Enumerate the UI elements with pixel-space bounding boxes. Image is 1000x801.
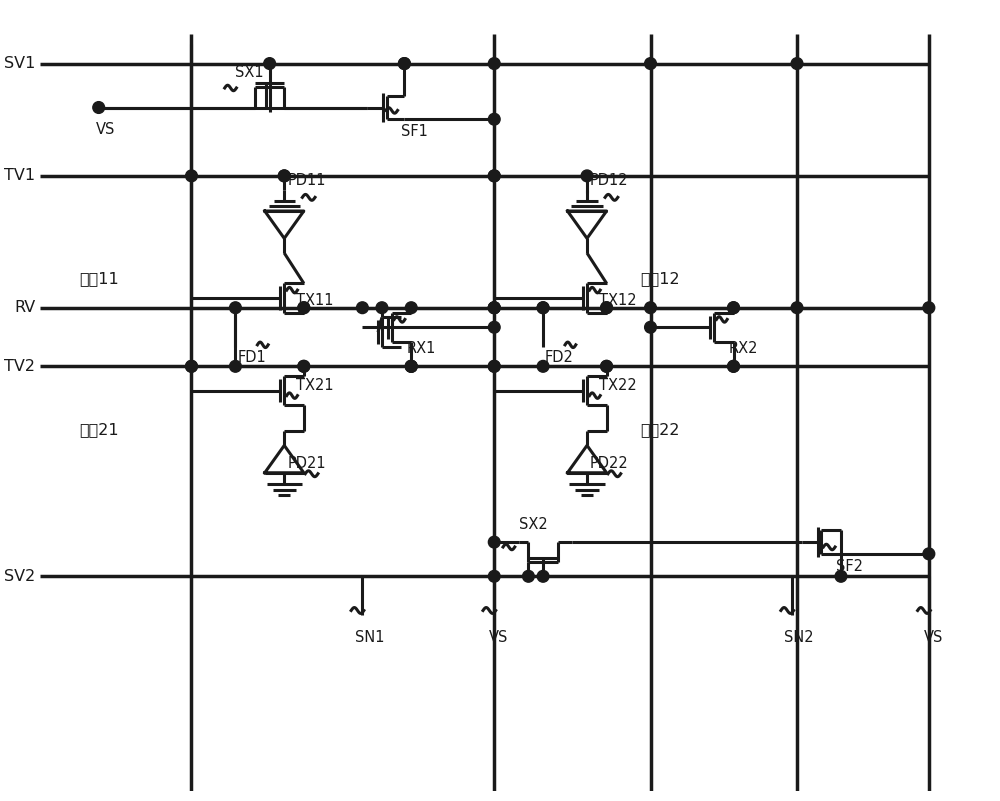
Circle shape — [405, 360, 417, 372]
Text: SF2: SF2 — [836, 559, 863, 574]
Circle shape — [728, 302, 739, 313]
Circle shape — [264, 58, 275, 70]
Text: TV2: TV2 — [4, 359, 35, 374]
Circle shape — [601, 360, 612, 372]
Circle shape — [488, 360, 500, 372]
Circle shape — [728, 360, 739, 372]
Text: SX2: SX2 — [519, 517, 547, 533]
Circle shape — [537, 570, 549, 582]
Circle shape — [278, 170, 290, 182]
Circle shape — [645, 302, 656, 313]
Circle shape — [405, 360, 417, 372]
Circle shape — [488, 302, 500, 313]
Circle shape — [488, 360, 500, 372]
Circle shape — [601, 302, 612, 313]
Circle shape — [298, 360, 310, 372]
Text: SV2: SV2 — [4, 569, 35, 584]
Text: PD21: PD21 — [287, 457, 326, 472]
Circle shape — [581, 170, 593, 182]
Text: TX21: TX21 — [296, 378, 334, 393]
Circle shape — [645, 321, 656, 333]
Text: SN2: SN2 — [784, 630, 814, 645]
Text: FD2: FD2 — [545, 350, 574, 364]
Text: TX22: TX22 — [599, 378, 636, 393]
Text: VS: VS — [924, 630, 943, 645]
Text: SX1: SX1 — [235, 65, 264, 80]
Text: RV: RV — [14, 300, 35, 316]
Text: PD22: PD22 — [590, 457, 629, 472]
Circle shape — [537, 360, 549, 372]
Circle shape — [601, 360, 612, 372]
Circle shape — [93, 102, 105, 114]
Text: 像素21: 像素21 — [79, 422, 119, 437]
Text: TV1: TV1 — [4, 168, 35, 183]
Circle shape — [488, 170, 500, 182]
Circle shape — [923, 302, 935, 313]
Circle shape — [601, 302, 612, 313]
Circle shape — [728, 302, 739, 313]
Circle shape — [488, 321, 500, 333]
Circle shape — [298, 360, 310, 372]
Text: FD1: FD1 — [237, 350, 266, 364]
Circle shape — [835, 570, 847, 582]
Text: PD11: PD11 — [287, 172, 326, 187]
Circle shape — [523, 570, 534, 582]
Text: SF1: SF1 — [401, 124, 428, 139]
Circle shape — [488, 536, 500, 548]
Circle shape — [488, 302, 500, 313]
Text: TX11: TX11 — [296, 293, 333, 308]
Text: 像素11: 像素11 — [79, 271, 119, 286]
Circle shape — [230, 302, 241, 313]
Circle shape — [405, 360, 417, 372]
Circle shape — [399, 58, 410, 70]
Circle shape — [186, 360, 197, 372]
Circle shape — [488, 302, 500, 313]
Circle shape — [537, 302, 549, 313]
Text: RX1: RX1 — [406, 341, 436, 356]
Text: RX2: RX2 — [729, 341, 758, 356]
Circle shape — [791, 302, 803, 313]
Text: SN1: SN1 — [355, 630, 384, 645]
Circle shape — [278, 170, 290, 182]
Circle shape — [488, 570, 500, 582]
Circle shape — [186, 170, 197, 182]
Circle shape — [488, 170, 500, 182]
Circle shape — [488, 58, 500, 70]
Circle shape — [298, 302, 310, 313]
Circle shape — [645, 58, 656, 70]
Circle shape — [357, 302, 368, 313]
Text: TX12: TX12 — [599, 293, 636, 308]
Circle shape — [298, 302, 310, 313]
Circle shape — [186, 360, 197, 372]
Circle shape — [728, 360, 739, 372]
Text: VS: VS — [96, 123, 115, 137]
Circle shape — [488, 114, 500, 125]
Circle shape — [923, 548, 935, 560]
Text: 像素12: 像素12 — [641, 271, 680, 286]
Circle shape — [399, 58, 410, 70]
Circle shape — [537, 302, 549, 313]
Text: SV1: SV1 — [4, 56, 35, 71]
Circle shape — [230, 360, 241, 372]
Text: 像素22: 像素22 — [641, 422, 680, 437]
Text: VS: VS — [489, 630, 509, 645]
Circle shape — [791, 58, 803, 70]
Text: PD12: PD12 — [590, 172, 629, 187]
Circle shape — [405, 302, 417, 313]
Circle shape — [376, 302, 388, 313]
